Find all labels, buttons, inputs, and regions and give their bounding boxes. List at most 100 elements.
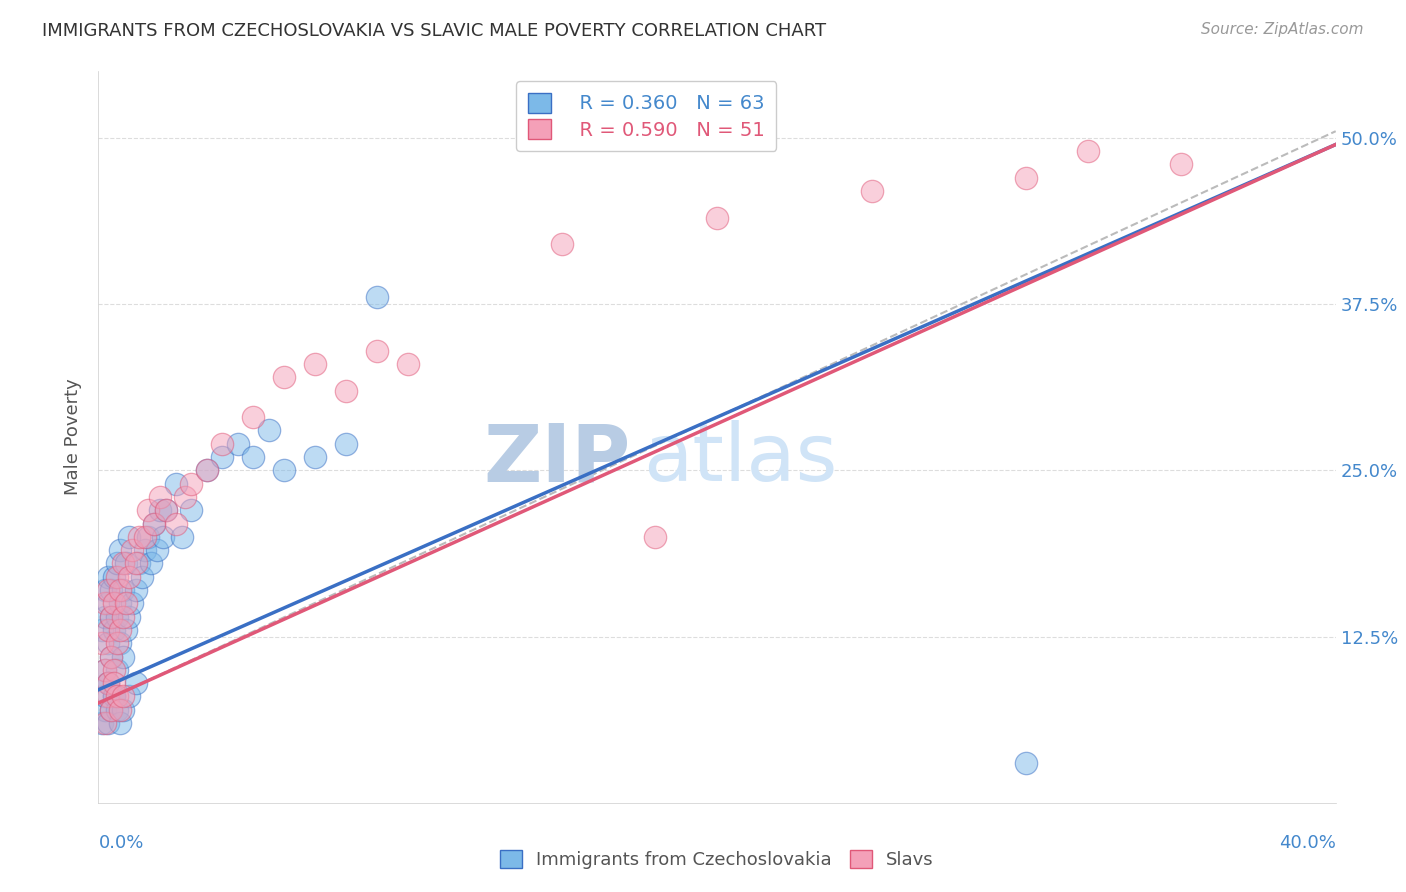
Point — [134, 530, 156, 544]
Point — [860, 184, 883, 198]
Point — [124, 676, 146, 690]
Point — [211, 436, 233, 450]
Point — [143, 516, 166, 531]
Point — [115, 623, 138, 637]
Point — [1170, 157, 1192, 171]
Point — [108, 596, 131, 610]
Point — [366, 343, 388, 358]
Point — [100, 609, 122, 624]
Point — [90, 716, 112, 731]
Point — [195, 463, 218, 477]
Point — [112, 649, 135, 664]
Point — [105, 703, 128, 717]
Point — [170, 530, 193, 544]
Point — [108, 636, 131, 650]
Point — [131, 570, 153, 584]
Point — [146, 543, 169, 558]
Point — [149, 490, 172, 504]
Point — [152, 530, 174, 544]
Point — [112, 557, 135, 571]
Point — [112, 690, 135, 704]
Y-axis label: Male Poverty: Male Poverty — [65, 379, 83, 495]
Point — [304, 357, 326, 371]
Point — [644, 530, 666, 544]
Point — [100, 703, 122, 717]
Point — [103, 690, 125, 704]
Text: 0.0%: 0.0% — [98, 834, 143, 852]
Point — [112, 609, 135, 624]
Point — [103, 570, 125, 584]
Point — [551, 237, 574, 252]
Point — [103, 623, 125, 637]
Point — [97, 690, 120, 704]
Point — [108, 623, 131, 637]
Point — [174, 490, 197, 504]
Point — [97, 570, 120, 584]
Text: ZIP: ZIP — [484, 420, 630, 498]
Point — [97, 636, 120, 650]
Point — [108, 582, 131, 597]
Point — [97, 582, 120, 597]
Point — [273, 463, 295, 477]
Point — [105, 690, 128, 704]
Point — [366, 290, 388, 304]
Point — [1077, 144, 1099, 158]
Point — [128, 557, 150, 571]
Point — [103, 596, 125, 610]
Point — [93, 716, 115, 731]
Point — [103, 690, 125, 704]
Point — [100, 609, 122, 624]
Point — [108, 716, 131, 731]
Point — [118, 530, 141, 544]
Point — [1015, 756, 1038, 770]
Point — [149, 503, 172, 517]
Point — [180, 503, 202, 517]
Point — [108, 703, 131, 717]
Point — [273, 370, 295, 384]
Point — [118, 690, 141, 704]
Point — [105, 609, 128, 624]
Point — [226, 436, 249, 450]
Text: atlas: atlas — [643, 420, 837, 498]
Point — [118, 570, 141, 584]
Point — [124, 557, 146, 571]
Point — [180, 476, 202, 491]
Point — [103, 676, 125, 690]
Point — [136, 530, 159, 544]
Point — [121, 596, 143, 610]
Point — [100, 649, 122, 664]
Point — [97, 716, 120, 731]
Point — [136, 503, 159, 517]
Point — [97, 676, 120, 690]
Point — [93, 703, 115, 717]
Text: Source: ZipAtlas.com: Source: ZipAtlas.com — [1201, 22, 1364, 37]
Point — [396, 357, 419, 371]
Point — [706, 211, 728, 225]
Point — [105, 557, 128, 571]
Text: 40.0%: 40.0% — [1279, 834, 1336, 852]
Point — [97, 596, 120, 610]
Point — [165, 516, 187, 531]
Point — [115, 596, 138, 610]
Point — [97, 623, 120, 637]
Point — [257, 424, 280, 438]
Point — [134, 543, 156, 558]
Point — [242, 450, 264, 464]
Point — [108, 543, 131, 558]
Point — [242, 410, 264, 425]
Point — [100, 582, 122, 597]
Point — [1015, 170, 1038, 185]
Point — [139, 557, 162, 571]
Point — [304, 450, 326, 464]
Point — [93, 690, 115, 704]
Point — [93, 582, 115, 597]
Point — [93, 663, 115, 677]
Point — [118, 609, 141, 624]
Point — [124, 582, 146, 597]
Point — [100, 703, 122, 717]
Point — [112, 582, 135, 597]
Point — [103, 663, 125, 677]
Point — [105, 570, 128, 584]
Legend: Immigrants from Czechoslovakia, Slavs: Immigrants from Czechoslovakia, Slavs — [491, 840, 943, 878]
Point — [90, 623, 112, 637]
